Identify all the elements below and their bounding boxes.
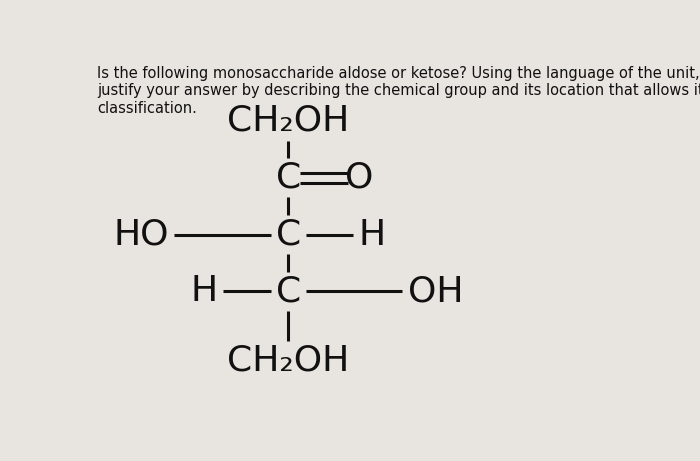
- Text: Is the following monosaccharide aldose or ketose? Using the language of the unit: Is the following monosaccharide aldose o…: [97, 66, 700, 116]
- Text: C: C: [276, 161, 301, 195]
- Text: CH₂OH: CH₂OH: [227, 104, 349, 138]
- Text: H: H: [190, 274, 218, 308]
- Text: H: H: [358, 218, 386, 252]
- Text: C: C: [276, 218, 301, 252]
- Text: O: O: [344, 161, 373, 195]
- Text: CH₂OH: CH₂OH: [227, 343, 349, 378]
- Text: C: C: [276, 274, 301, 308]
- Text: OH: OH: [407, 274, 463, 308]
- Text: HO: HO: [113, 218, 169, 252]
